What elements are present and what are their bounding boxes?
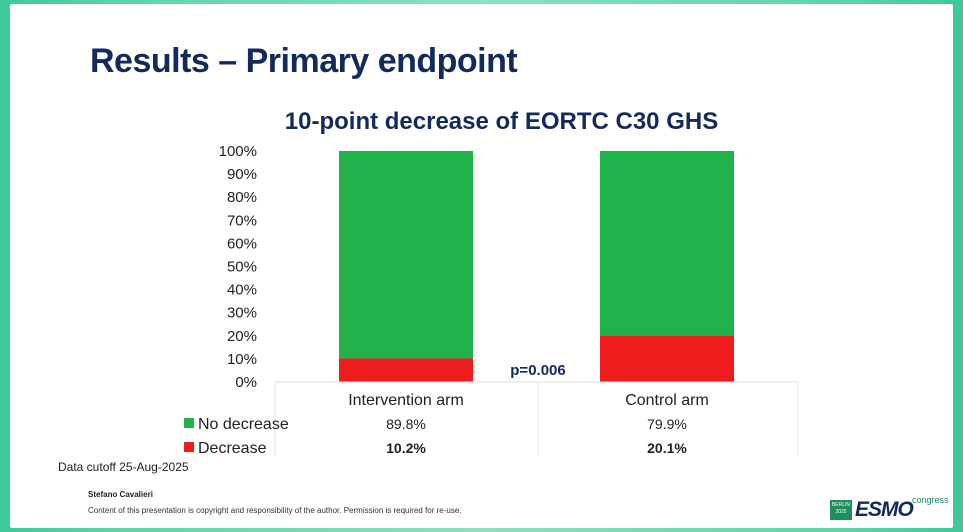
y-tick-label: 60%: [227, 235, 257, 252]
legend-label: No decrease: [198, 416, 289, 433]
slide-title: Results – Primary endpoint: [90, 42, 518, 80]
legend-label: Decrease: [198, 440, 267, 457]
bar-no-decrease-control: [600, 151, 734, 336]
logo-wordmark: ESMO: [855, 498, 914, 521]
chart-title: 10-point decrease of EORTC C30 GHS: [284, 108, 719, 135]
bars: [339, 151, 734, 382]
y-tick-label: 0%: [235, 374, 257, 391]
y-axis: 0% 10% 20% 30% 40% 50% 60% 70% 80% 90% 100%: [219, 143, 257, 391]
y-tick-label: 50%: [227, 259, 257, 276]
bar-no-decrease-intervention: [339, 151, 473, 359]
y-tick-label: 100%: [219, 143, 257, 160]
y-tick-label: 80%: [227, 189, 257, 206]
logo-badge-city: BERLIN: [831, 502, 851, 508]
y-tick-label: 10%: [227, 351, 257, 368]
p-value-annotation: p=0.006: [510, 362, 565, 379]
category-label: Control arm: [625, 392, 709, 409]
data-table: Intervention arm Control arm No decrease 89…: [184, 381, 799, 457]
y-tick-label: 20%: [227, 328, 257, 345]
category-label: Intervention arm: [348, 392, 464, 409]
y-tick-label: 90%: [227, 166, 257, 183]
bar-decrease-control: [600, 335, 734, 382]
table-value-label: 20.1%: [647, 440, 687, 456]
table-value-label: 10.2%: [386, 440, 426, 456]
table-value-label: 89.8%: [386, 416, 426, 432]
author-name: Stefano Cavalieri: [88, 490, 153, 499]
data-cutoff-note: Data cutoff 25-Aug-2025: [58, 460, 189, 474]
logo-badge-year: 2025: [835, 509, 847, 515]
y-tick-label: 30%: [227, 305, 257, 322]
y-tick-label: 40%: [227, 282, 257, 299]
slide: Results – Primary endpoint 10-point decr…: [10, 4, 953, 528]
bar-decrease-intervention: [339, 358, 473, 382]
logo-badge: BERLIN 2025: [830, 500, 852, 520]
copyright-notice: Content of this presentation is copyrigh…: [88, 506, 462, 515]
legend-swatch-no-decrease: [184, 418, 194, 428]
stacked-bar-chart: 0% 10% 20% 30% 40% 50% 60% 70% 80% 90% 100% Interv…: [184, 143, 799, 457]
esmo-congress-logo: BERLIN 2025 ESMO congress: [830, 495, 950, 525]
legend-swatch-decrease: [184, 442, 194, 452]
logo-subtitle: congress: [912, 495, 949, 505]
table-value-label: 79.9%: [647, 416, 687, 432]
y-tick-label: 70%: [227, 212, 257, 229]
